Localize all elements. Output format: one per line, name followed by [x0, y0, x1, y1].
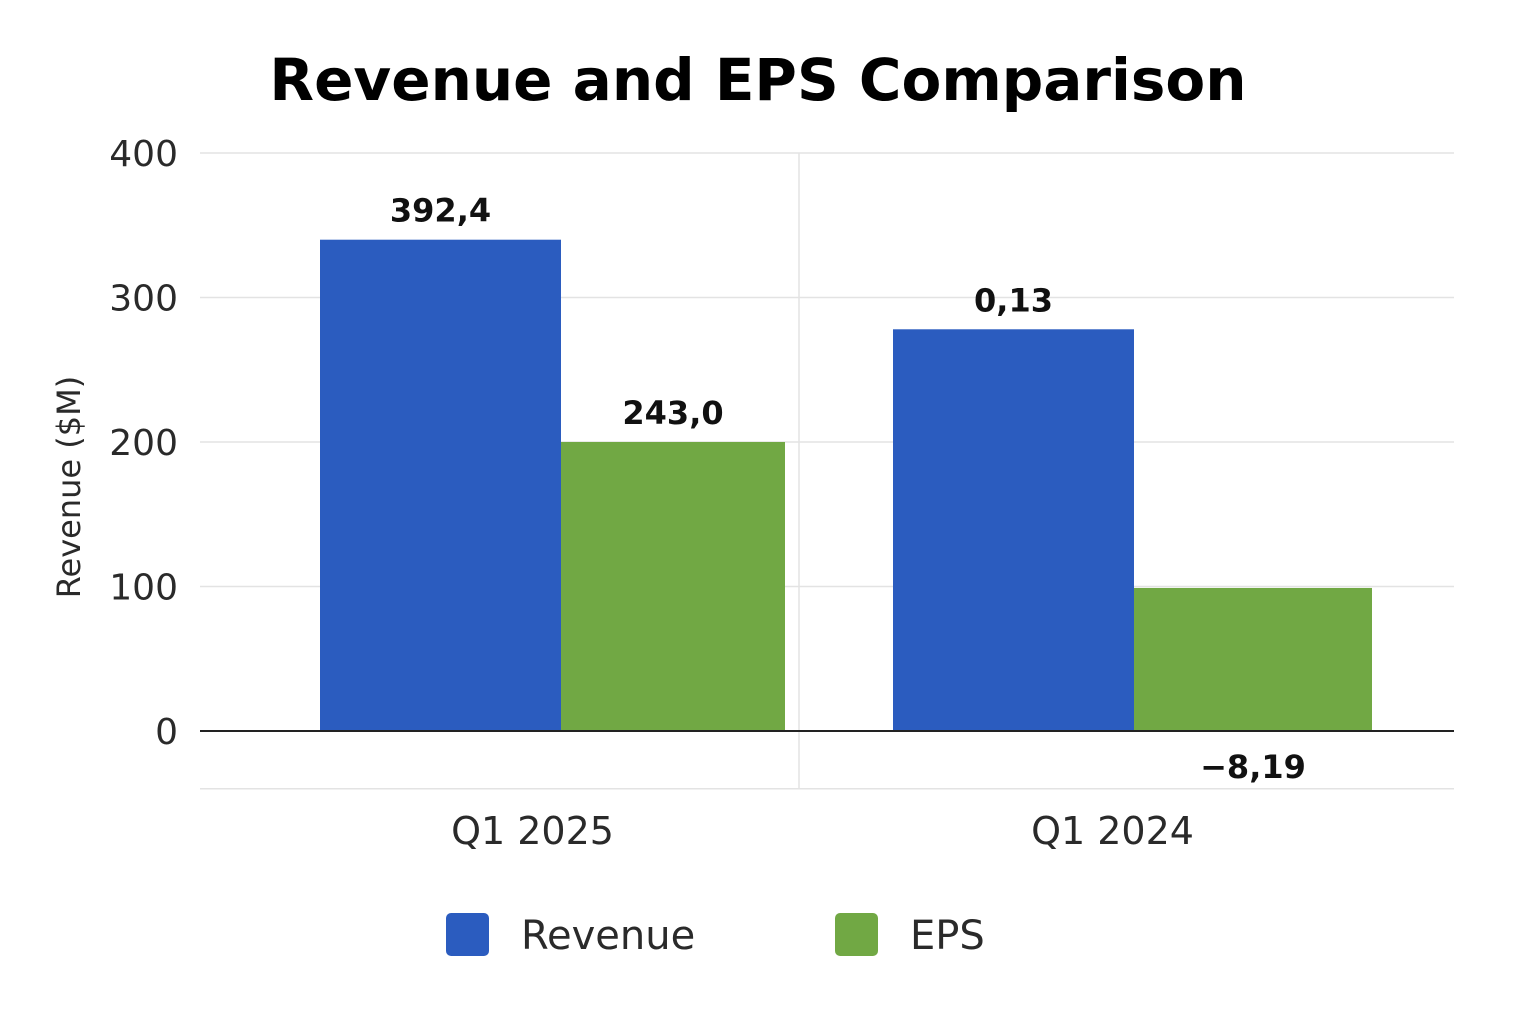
y-axis-ticks: 0 100 200 300 400	[109, 134, 178, 753]
legend-label: Revenue	[521, 913, 695, 959]
data-label: 243,0	[622, 394, 723, 432]
bar-revenue-0	[320, 239, 561, 731]
legend-item-revenue: Revenue	[446, 913, 695, 959]
x-category-label: Q1 2025	[451, 809, 614, 853]
y-tick-label: 100	[109, 568, 178, 609]
data-label: −8,19	[1200, 748, 1306, 786]
data-label: 392,4	[390, 192, 491, 230]
bars	[320, 239, 1372, 731]
data-labels: 392,4 243,0 0,13 −8,19	[390, 192, 1306, 786]
y-tick-label: 400	[109, 134, 178, 175]
bar-revenue-1	[893, 329, 1134, 731]
y-axis-label: Revenue ($M)	[50, 376, 88, 598]
legend-swatch	[835, 913, 878, 956]
y-tick-label: 0	[155, 712, 178, 753]
legend-label: EPS	[910, 913, 985, 959]
legend-swatch	[446, 913, 489, 956]
legend: Revenue EPS	[446, 913, 985, 959]
legend-item-eps: EPS	[835, 913, 985, 959]
x-axis-categories: Q1 2025 Q1 2024	[451, 809, 1194, 853]
data-label: 0,13	[974, 281, 1053, 319]
x-category-label: Q1 2024	[1031, 809, 1194, 853]
chart-title: Revenue and EPS Comparison	[269, 46, 1246, 114]
y-tick-label: 300	[109, 279, 178, 320]
bar-eps-1	[1134, 587, 1372, 731]
y-tick-label: 200	[109, 423, 178, 464]
bar-eps-0	[561, 442, 785, 731]
